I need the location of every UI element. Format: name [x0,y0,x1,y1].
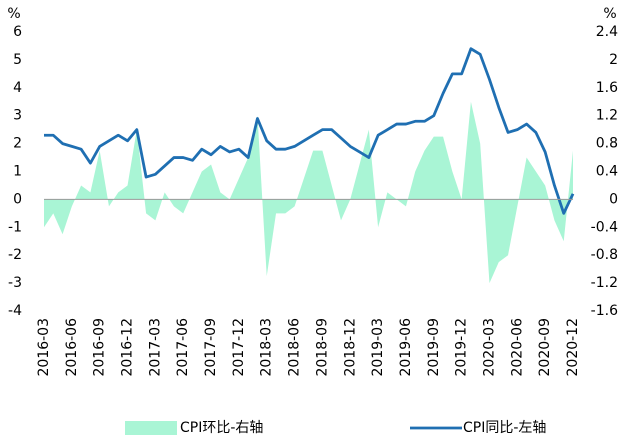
x-tick-label: 2020-03 [481,318,497,377]
x-tick-label: 2019-03 [370,318,386,377]
y-tick-label: 2 [13,136,22,152]
y-tick-label: 0 [13,191,22,207]
x-tick-label: 2020-09 [537,318,553,377]
y2-tick-label: -1.6 [591,303,618,319]
x-tick-label: 2017-03 [147,318,163,377]
x-tick-label: 2016-03 [36,318,52,377]
x-tick-label: 2019-09 [426,318,442,377]
y2-tick-label: -0.4 [591,219,618,235]
y2-tick-label: -0.8 [591,247,618,263]
y-tick-label: 4 [13,80,22,96]
legend-label: CPI环比-右轴 [180,420,263,436]
x-tick-label: 2019-12 [454,318,470,377]
x-tick-label: 2016-12 [120,318,136,377]
y2-tick-label: 2 [609,52,618,68]
x-tick-label: 2017-12 [231,318,247,377]
x-tick-label: 2018-12 [342,318,358,377]
y2-tick-label: 2.4 [596,24,618,40]
x-tick-label: 2016-09 [92,318,108,377]
y2-tick-label: 0 [609,191,618,207]
y-tick-label: 6 [13,24,22,40]
y-tick-label: -4 [8,303,22,319]
y2-tick-label: 0.4 [596,164,618,180]
y2-unit: % [603,6,616,22]
x-tick-label: 2020-12 [565,318,581,377]
line [44,47,575,215]
legend-label: CPI同比-左轴 [463,420,546,436]
y-tick-label: 3 [13,108,22,124]
y2-tick-label: 1.2 [596,108,618,124]
y-tick-label: -3 [8,275,22,291]
y2-tick-label: 1.6 [596,80,618,96]
x-tick-label: 2018-09 [314,318,330,377]
y2-tick-label: -1.2 [591,275,618,291]
y-tick-label: -1 [8,219,22,235]
x-tick-label: 2017-06 [175,318,191,377]
y-tick-label: 1 [13,164,22,180]
y-unit: % [7,6,20,22]
y-tick-label: 5 [13,52,22,68]
legend-swatch [125,421,177,435]
y-tick-label: -2 [8,247,22,263]
area [44,101,573,284]
x-tick-label: 2020-06 [509,318,525,377]
x-tick-label: 2018-03 [259,318,275,377]
x-tick-label: 2016-06 [64,318,80,377]
x-tick-label: 2019-06 [398,318,414,377]
y2-tick-label: 0.8 [596,136,618,152]
x-tick-label: 2018-06 [287,318,303,377]
x-tick-label: 2017-09 [203,318,219,377]
